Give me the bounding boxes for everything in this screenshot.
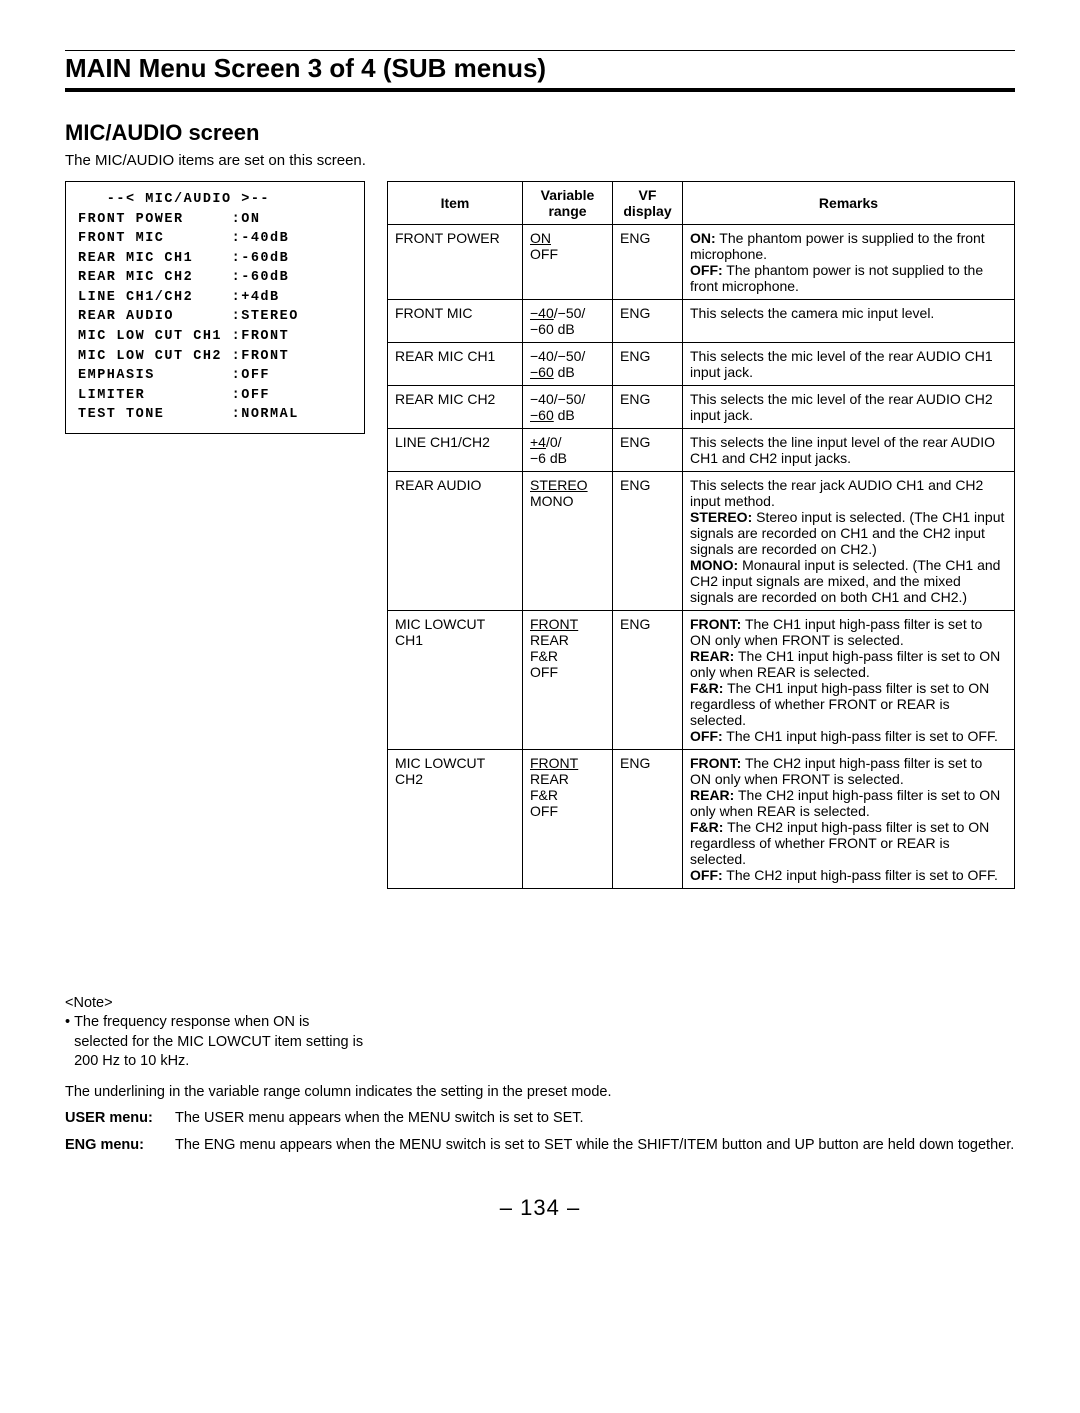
cell-vf-display: ENG xyxy=(613,611,683,750)
eng-menu-text: The ENG menu appears when the MENU switc… xyxy=(175,1135,1014,1155)
spec-table: Item Variable range VF display Remarks F… xyxy=(387,181,1015,889)
cell-vf-display: ENG xyxy=(613,300,683,343)
cell-remarks: ON: The phantom power is supplied to the… xyxy=(683,225,1015,300)
th-variable-range: Variable range xyxy=(523,182,613,225)
cell-remarks: This selects the rear jack AUDIO CH1 and… xyxy=(683,472,1015,611)
cell-remarks: FRONT: The CH2 input high-pass filter is… xyxy=(683,750,1015,889)
th-remarks: Remarks xyxy=(683,182,1015,225)
cell-item: FRONT MIC xyxy=(388,300,523,343)
cell-remarks: This selects the camera mic input level. xyxy=(683,300,1015,343)
cell-vf-display: ENG xyxy=(613,429,683,472)
cell-variable-range: FRONTREARF&ROFF xyxy=(523,611,613,750)
user-menu-text: The USER menu appears when the MENU swit… xyxy=(175,1108,584,1128)
two-column-layout: --< MIC/AUDIO >-- FRONT POWER :ON FRONT … xyxy=(65,181,1015,1072)
cell-variable-range: +4/0/−6 dB xyxy=(523,429,613,472)
section-desc: The MIC/AUDIO items are set on this scre… xyxy=(65,152,1015,169)
cell-vf-display: ENG xyxy=(613,343,683,386)
cell-variable-range: FRONTREARF&ROFF xyxy=(523,750,613,889)
user-menu-label: USER menu: xyxy=(65,1108,175,1128)
table-row: FRONT MIC−40/−50/−60 dBENGThis selects t… xyxy=(388,300,1015,343)
th-vf-display: VF display xyxy=(613,182,683,225)
cell-vf-display: ENG xyxy=(613,386,683,429)
table-row: MIC LOWCUT CH2FRONTREARF&ROFFENGFRONT: T… xyxy=(388,750,1015,889)
cell-remarks: This selects the mic level of the rear A… xyxy=(683,343,1015,386)
cell-variable-range: ONOFF xyxy=(523,225,613,300)
note-heading: <Note> xyxy=(65,994,365,1014)
cell-item: MIC LOWCUT CH1 xyxy=(388,611,523,750)
table-row: FRONT POWERONOFFENGON: The phantom power… xyxy=(388,225,1015,300)
cell-variable-range: −40/−50/−60 dB xyxy=(523,343,613,386)
cell-vf-display: ENG xyxy=(613,472,683,611)
cell-item: REAR AUDIO xyxy=(388,472,523,611)
eng-menu-label: ENG menu: xyxy=(65,1135,175,1155)
table-row: MIC LOWCUT CH1FRONTREARF&ROFFENGFRONT: T… xyxy=(388,611,1015,750)
cell-item: FRONT POWER xyxy=(388,225,523,300)
cell-remarks: FRONT: The CH1 input high-pass filter is… xyxy=(683,611,1015,750)
underline-note: The underlining in the variable range co… xyxy=(65,1082,1015,1102)
cell-vf-display: ENG xyxy=(613,225,683,300)
section-title: MIC/AUDIO screen xyxy=(65,120,1015,146)
th-item: Item xyxy=(388,182,523,225)
left-column: --< MIC/AUDIO >-- FRONT POWER :ON FRONT … xyxy=(65,181,365,1072)
page-title: MAIN Menu Screen 3 of 4 (SUB menus) xyxy=(65,50,1015,92)
note-block: <Note> The frequency response when ON is… xyxy=(65,994,365,1072)
cell-variable-range: −40/−50/−60 dB xyxy=(523,386,613,429)
cell-vf-display: ENG xyxy=(613,750,683,889)
cell-variable-range: STEREOMONO xyxy=(523,472,613,611)
cell-item: LINE CH1/CH2 xyxy=(388,429,523,472)
note-bullet: The frequency response when ON is select… xyxy=(65,1013,365,1072)
menu-screen-box: --< MIC/AUDIO >-- FRONT POWER :ON FRONT … xyxy=(65,181,365,434)
table-row: REAR AUDIOSTEREOMONOENGThis selects the … xyxy=(388,472,1015,611)
table-row: LINE CH1/CH2+4/0/−6 dBENGThis selects th… xyxy=(388,429,1015,472)
note-body: The frequency response when ON is select… xyxy=(74,1013,365,1072)
table-row: REAR MIC CH2−40/−50/−60 dBENGThis select… xyxy=(388,386,1015,429)
cell-remarks: This selects the mic level of the rear A… xyxy=(683,386,1015,429)
cell-item: MIC LOWCUT CH2 xyxy=(388,750,523,889)
right-column: Item Variable range VF display Remarks F… xyxy=(387,181,1015,889)
cell-item: REAR MIC CH1 xyxy=(388,343,523,386)
cell-item: REAR MIC CH2 xyxy=(388,386,523,429)
table-row: REAR MIC CH1−40/−50/−60 dBENGThis select… xyxy=(388,343,1015,386)
cell-remarks: This selects the line input level of the… xyxy=(683,429,1015,472)
footer-block: The underlining in the variable range co… xyxy=(65,1082,1015,1155)
page-number: – 134 – xyxy=(65,1195,1015,1221)
cell-variable-range: −40/−50/−60 dB xyxy=(523,300,613,343)
